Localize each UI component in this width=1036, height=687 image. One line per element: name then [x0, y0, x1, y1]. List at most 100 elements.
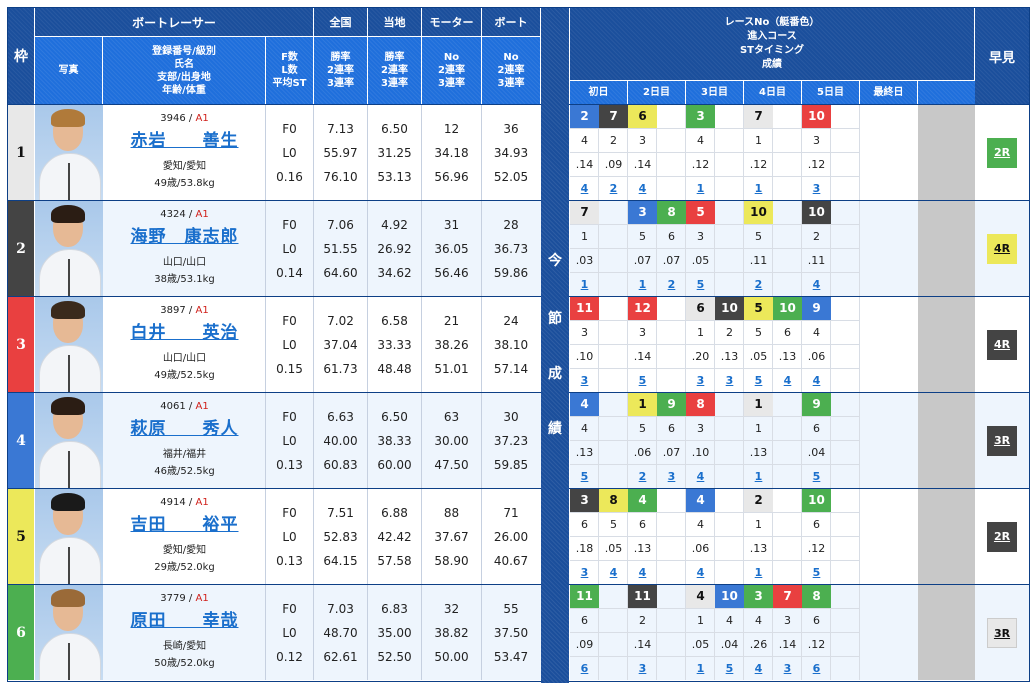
result-link[interactable]: 4 [754, 662, 763, 675]
race-result: 3 4 .26 4 [744, 585, 773, 680]
result-link[interactable]: 3 [725, 374, 734, 387]
race-no: 8 [686, 393, 715, 417]
result-link[interactable]: 5 [580, 470, 589, 483]
hayami-race-link[interactable]: 3R [987, 617, 1017, 648]
result-link[interactable]: 5 [754, 374, 763, 387]
waku-number: 5 [8, 489, 34, 584]
course: 2 [715, 321, 744, 345]
result-link[interactable]: 4 [696, 566, 705, 579]
st-timing: .13 [773, 345, 802, 369]
result-link[interactable]: 5 [725, 662, 734, 675]
racer-name-link[interactable]: 海野 康志郎 [130, 227, 239, 247]
racer-name-link[interactable]: 白井 英治 [130, 323, 239, 343]
result-link[interactable]: 3 [812, 182, 821, 195]
result-link[interactable]: 4 [812, 374, 821, 387]
racer-name-link[interactable]: 原田 幸哉 [130, 611, 239, 631]
st-timing: .12 [744, 153, 773, 177]
st-timing: .07 [657, 441, 686, 465]
course: 6 [628, 513, 657, 537]
race-empty [657, 297, 686, 392]
result-link[interactable]: 5 [812, 566, 821, 579]
divider [265, 201, 266, 296]
branch-origin: 長崎/愛知 [162, 641, 207, 652]
row-bg [103, 297, 541, 392]
hayami-cell: 3R [975, 393, 1029, 488]
divider [421, 489, 422, 584]
branch-origin: 山口/山口 [162, 353, 207, 364]
result-link[interactable]: 1 [696, 662, 705, 675]
st-timing: .05 [686, 633, 715, 657]
course: 3 [773, 609, 802, 633]
hayami-race-link[interactable]: 4R [987, 233, 1017, 264]
result-link[interactable]: 1 [754, 470, 763, 483]
race-no: 2 [744, 489, 773, 513]
st-timing: .10 [570, 345, 599, 369]
hayami-race-link[interactable]: 2R [987, 521, 1017, 552]
result-link[interactable]: 1 [638, 278, 647, 291]
course: 5 [628, 417, 657, 441]
result-link[interactable]: 4 [638, 182, 647, 195]
result-link[interactable]: 3 [580, 374, 589, 387]
race-no: 11 [570, 585, 599, 609]
racer-name-link[interactable]: 吉田 裕平 [130, 515, 239, 535]
result-link[interactable]: 4 [580, 182, 589, 195]
racer-name-link[interactable]: 萩原 秀人 [130, 419, 239, 439]
gray-col [918, 105, 947, 200]
result-link[interactable]: 4 [638, 566, 647, 579]
race-no: 5 [686, 201, 715, 225]
result-link[interactable]: 1 [696, 182, 705, 195]
header-motor-sub: No 2連率 3連率 [422, 37, 481, 104]
reg-class: 4324 / A1 [160, 209, 209, 220]
st-timing: .09 [570, 633, 599, 657]
hayami-race-link[interactable]: 4R [987, 329, 1017, 360]
race-no: 3 [744, 585, 773, 609]
header-race-info: レースNo（艇番色） 進入コース STタイミング 成績 [570, 8, 974, 80]
result-link[interactable]: 3 [783, 662, 792, 675]
race-result: 10 6 .13 4 [773, 297, 802, 392]
day-header-3: 3日目 [686, 81, 743, 104]
result-link[interactable]: 2 [754, 278, 763, 291]
result-link[interactable]: 5 [638, 374, 647, 387]
motor-stats: 32 38.82 50.00 [434, 601, 469, 664]
racer-row: 5 4914 / A1 吉田 裕平 愛知/愛知 29歳/52.0kg F0 L0 0… [8, 488, 1029, 584]
hayami-race-link[interactable]: 2R [987, 137, 1017, 168]
hayami-race-link[interactable]: 3R [987, 425, 1017, 456]
motor-stats: 21 38.26 51.01 [434, 313, 469, 376]
result-link[interactable]: 6 [812, 662, 821, 675]
result-link[interactable]: 4 [696, 470, 705, 483]
result-link[interactable]: 3 [580, 566, 589, 579]
result-link[interactable]: 2 [667, 278, 676, 291]
result-link[interactable]: 3 [638, 662, 647, 675]
result-link[interactable]: 2 [638, 470, 647, 483]
result-link[interactable]: 6 [580, 662, 589, 675]
touchi-stats: 4.92 26.92 34.62 [377, 217, 412, 280]
racer-profile: 3779 / A1 原田 幸哉 長崎/愛知 50歳/52.0kg [104, 585, 265, 680]
result-link[interactable]: 3 [667, 470, 676, 483]
result-link[interactable]: 4 [812, 278, 821, 291]
header-profile: 登録番号/級別 氏名 支部/出身地 年齢/体重 [103, 37, 265, 104]
race-no: 10 [715, 297, 744, 321]
racer-row: 4 4061 / A1 萩原 秀人 福井/福井 46歳/52.5kg F0 L0 0… [8, 392, 1029, 488]
course: 4 [570, 129, 599, 153]
boat-stats: 30 37.23 59.85 [493, 409, 529, 472]
result-link[interactable]: 5 [812, 470, 821, 483]
result-link[interactable]: 1 [754, 566, 763, 579]
result-link[interactable]: 1 [754, 182, 763, 195]
result-link[interactable]: 5 [696, 278, 705, 291]
result-link[interactable]: 4 [783, 374, 792, 387]
course: 3 [570, 321, 599, 345]
result-link[interactable]: 4 [609, 566, 618, 579]
race-no: 7 [599, 105, 628, 129]
branch-origin: 愛知/愛知 [162, 545, 207, 556]
race-no: 7 [744, 105, 773, 129]
result-link[interactable]: 1 [580, 278, 589, 291]
course: 6 [570, 513, 599, 537]
course: 4 [802, 321, 831, 345]
result-link[interactable]: 3 [696, 374, 705, 387]
racer-name-link[interactable]: 赤岩 善生 [130, 131, 239, 151]
header-waku: 枠 [8, 8, 34, 104]
st-timing: .14 [628, 345, 657, 369]
course: 4 [570, 417, 599, 441]
result-link[interactable]: 2 [609, 182, 618, 195]
hayami-cell: 4R [975, 297, 1029, 392]
